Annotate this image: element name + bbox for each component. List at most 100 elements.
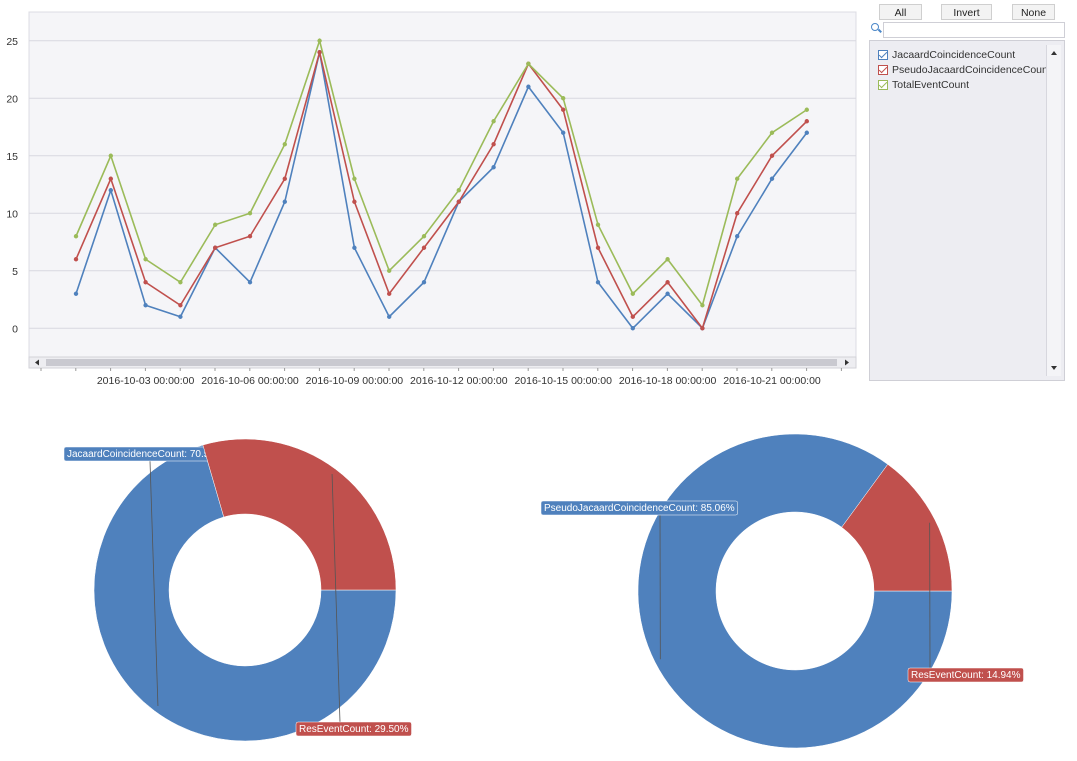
data-point <box>283 200 287 204</box>
data-point <box>317 39 321 43</box>
data-point <box>248 211 252 215</box>
data-point <box>387 292 391 296</box>
legend-search <box>869 22 1065 38</box>
x-tick-label: 2016-10-06 00:00:00 <box>201 375 299 387</box>
horizontal-scrollbar[interactable] <box>29 357 856 368</box>
legend-item-total-event[interactable]: TotalEventCount <box>878 77 1051 92</box>
data-point <box>770 154 774 158</box>
data-point <box>213 246 217 250</box>
invert-button[interactable]: Invert <box>941 4 992 20</box>
data-point <box>74 257 78 261</box>
legend-label: TotalEventCount <box>892 79 969 91</box>
data-point <box>700 326 704 330</box>
data-point <box>665 280 669 284</box>
y-tick-label: 0 <box>12 323 18 335</box>
data-point <box>283 177 287 181</box>
pie-slice-label: ResEventCount: 14.94% <box>911 670 1021 681</box>
pie-slice[interactable] <box>203 439 396 590</box>
data-point <box>74 292 78 296</box>
pie-charts: JacaardCoincidenceCount: 70.50% ResEventC… <box>0 400 1077 761</box>
legend-item-pseudo-jacaard[interactable]: PseudoJacaardCoincidenceCount <box>878 62 1051 77</box>
data-point <box>770 177 774 181</box>
legend-search-input[interactable] <box>883 22 1065 38</box>
data-point <box>109 188 113 192</box>
legend-scrollbar[interactable] <box>1046 45 1061 376</box>
data-point <box>805 131 809 135</box>
legend-label: JacaardCoincidenceCount <box>892 49 1015 61</box>
scroll-down-icon[interactable] <box>1051 366 1057 370</box>
legend-list: JacaardCoincidenceCount PseudoJacaardCoi… <box>878 47 1051 92</box>
y-axis-ticks: 0 5 10 15 20 25 <box>6 36 18 336</box>
data-point <box>526 62 530 66</box>
legend-panel: JacaardCoincidenceCount PseudoJacaardCoi… <box>869 40 1065 381</box>
data-point <box>109 177 113 181</box>
select-all-button[interactable]: All <box>879 4 922 20</box>
data-point <box>631 315 635 319</box>
y-tick-label: 15 <box>6 151 18 163</box>
x-tick-label: 2016-10-21 00:00:00 <box>723 375 821 387</box>
data-point <box>178 280 182 284</box>
pie-chart-jacaard: JacaardCoincidenceCount: 70.50% ResEventC… <box>64 439 412 741</box>
checkbox-checked-icon[interactable] <box>878 50 888 60</box>
data-point <box>248 280 252 284</box>
scrollbar-thumb[interactable] <box>46 359 837 366</box>
data-point <box>770 131 774 135</box>
data-point <box>74 234 78 238</box>
data-point <box>317 50 321 54</box>
data-point <box>665 292 669 296</box>
data-point <box>422 246 426 250</box>
scroll-up-icon[interactable] <box>1051 51 1057 55</box>
pie-slice-label: ResEventCount: 29.50% <box>299 724 409 735</box>
data-point <box>387 269 391 273</box>
data-point <box>700 303 704 307</box>
data-point <box>526 85 530 89</box>
data-point <box>352 200 356 204</box>
y-tick-label: 5 <box>12 266 18 278</box>
data-point <box>457 188 461 192</box>
select-none-button[interactable]: None <box>1012 4 1055 20</box>
data-point <box>422 280 426 284</box>
plot-area <box>29 12 856 357</box>
data-point <box>491 119 495 123</box>
pie-slice-label: JacaardCoincidenceCount: 70.50% <box>67 449 224 460</box>
data-point <box>805 119 809 123</box>
data-point <box>178 315 182 319</box>
data-point <box>735 177 739 181</box>
x-tick-label: 2016-10-03 00:00:00 <box>97 375 195 387</box>
x-tick-label: 2016-10-18 00:00:00 <box>619 375 717 387</box>
data-point <box>178 303 182 307</box>
pie-slice-label: PseudoJacaardCoincidenceCount: 85.06% <box>544 503 735 514</box>
data-point <box>457 200 461 204</box>
data-point <box>143 303 147 307</box>
legend-item-jacaard[interactable]: JacaardCoincidenceCount <box>878 47 1051 62</box>
data-point <box>143 280 147 284</box>
data-point <box>422 234 426 238</box>
data-point <box>805 108 809 112</box>
x-axis-ticks: 2016-10-03 00:00:00 2016-10-06 00:00:00 20… <box>41 368 841 387</box>
x-tick-label: 2016-10-15 00:00:00 <box>514 375 612 387</box>
data-point <box>213 223 217 227</box>
data-point <box>596 246 600 250</box>
data-point <box>352 177 356 181</box>
data-point <box>491 142 495 146</box>
data-point <box>491 165 495 169</box>
y-tick-label: 20 <box>6 93 18 105</box>
data-point <box>735 211 739 215</box>
y-tick-label: 10 <box>6 208 18 220</box>
search-icon <box>871 23 879 31</box>
checkbox-checked-icon[interactable] <box>878 80 888 90</box>
data-point <box>561 131 565 135</box>
data-point <box>561 108 565 112</box>
data-point <box>631 326 635 330</box>
data-point <box>352 246 356 250</box>
checkbox-checked-icon[interactable] <box>878 65 888 75</box>
data-point <box>665 257 669 261</box>
x-tick-label: 2016-10-12 00:00:00 <box>410 375 508 387</box>
data-point <box>143 257 147 261</box>
data-point <box>387 315 391 319</box>
legend-label: PseudoJacaardCoincidenceCount <box>892 64 1051 76</box>
data-point <box>283 142 287 146</box>
data-point <box>596 223 600 227</box>
line-chart: 0510152025 2016-10-03 00:00:00 2016-10-06… <box>0 0 860 395</box>
data-point <box>735 234 739 238</box>
